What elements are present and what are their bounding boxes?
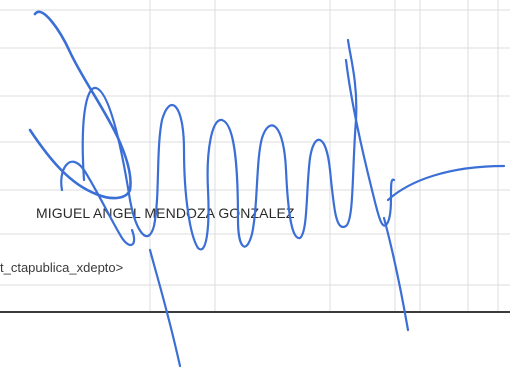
horizontal-rule (0, 311, 510, 313)
template-field-tag: t_ctapublica_xdepto> (0, 260, 124, 275)
signer-name: MIGUEL ANGEL MENDOZA GONZALEZ (36, 205, 295, 221)
